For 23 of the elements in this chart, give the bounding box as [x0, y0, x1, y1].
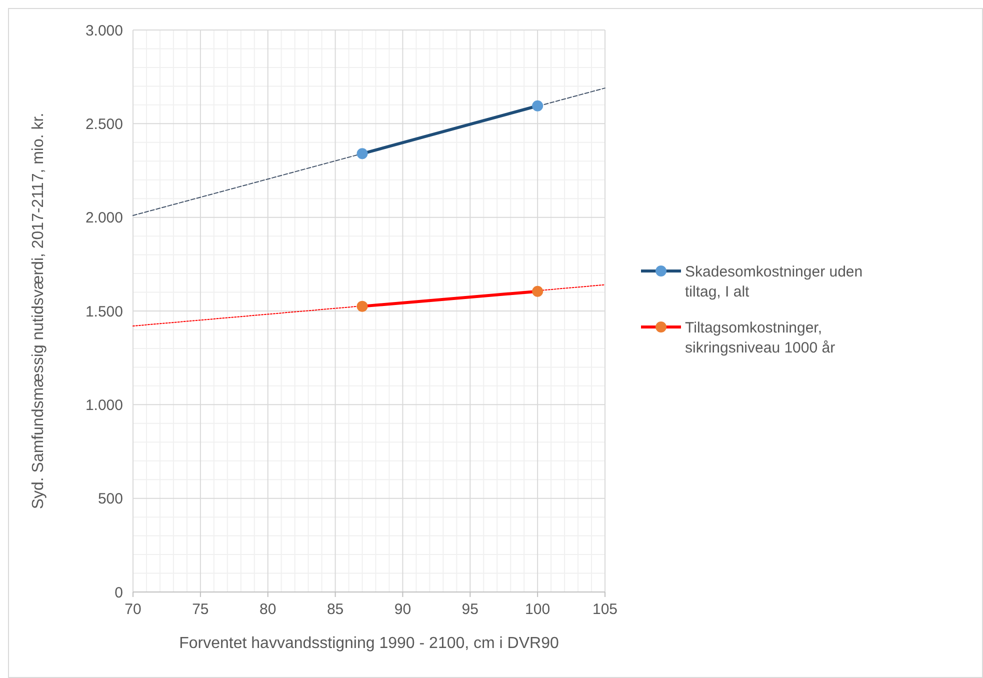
point [532, 100, 544, 112]
x-tick-label: 105 [592, 601, 618, 618]
x-tick-label: 90 [394, 601, 412, 618]
legend-label: Skadesomkostninger uden tiltag, I alt [685, 263, 863, 300]
y-axis-title: Syd. Samfundsmæssig nutidsværdi, 2017-2117, mio. kr. [30, 112, 47, 510]
y-tick-label: 2.000 [85, 210, 123, 227]
point [356, 148, 368, 160]
x-axis-title: Forventet havvandsstigning 1990 - 2100, cm i DVR90 [179, 635, 559, 652]
x-tick-label: 75 [192, 601, 209, 618]
y-tick-label: 1.500 [85, 303, 123, 320]
y-tick-label: 0 [114, 584, 123, 602]
x-tick-label: 85 [326, 601, 344, 618]
x-tick-label: 95 [462, 601, 478, 618]
y-tick-label: 500 [98, 490, 123, 508]
x-tick-label: 80 [260, 601, 276, 618]
y-tick-label: 3.000 [85, 22, 123, 40]
point [356, 300, 368, 312]
y-tick-label: 2.500 [85, 116, 123, 133]
point [532, 286, 544, 297]
x-tick-label: 100 [525, 601, 550, 618]
legend-label: Tiltagsomkostninger, sikringsniveau 1000 år [685, 319, 836, 356]
y-tick-label: 1.000 [85, 396, 123, 414]
x-tick-label: 70 [124, 601, 142, 618]
